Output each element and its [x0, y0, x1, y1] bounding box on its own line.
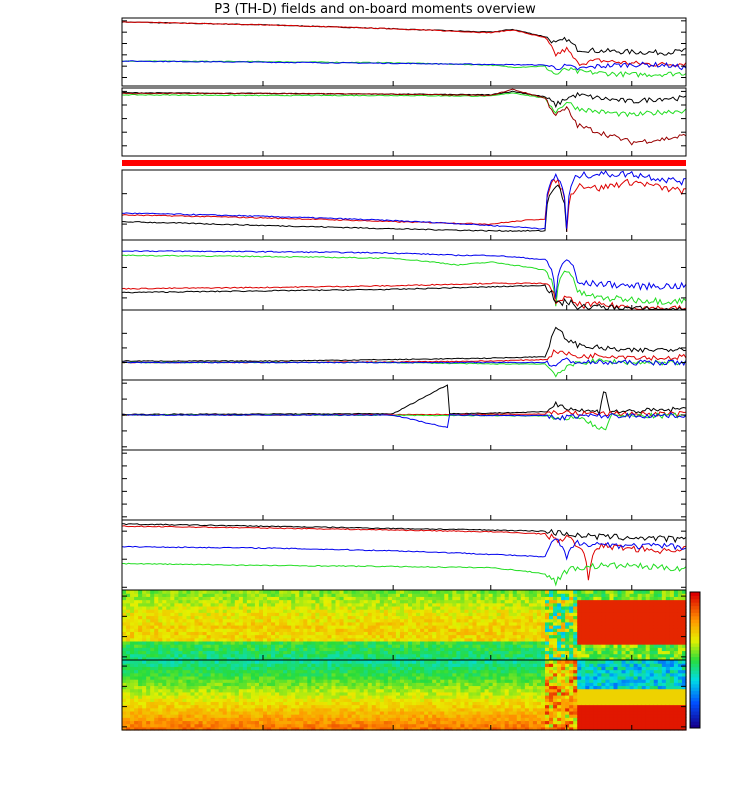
series-line-density-Ni [122, 184, 568, 232]
series-line-temperature-Te⊥ [121, 282, 687, 311]
series-line-fgs_gse-Bz [121, 21, 687, 67]
panel-pressure [121, 519, 687, 591]
panel-temperature [121, 239, 687, 311]
series-line-fgs_gsm-Bz [122, 88, 687, 146]
series-line-temperature-Ti⊥ [121, 250, 687, 299]
quality-flag-bar [122, 160, 686, 166]
series-line-density-Npot [121, 170, 687, 230]
series-line-pressure-Pi [121, 538, 687, 561]
panel-peir_eflux [121, 589, 687, 661]
colorbar-frame [689, 591, 701, 729]
series-line-density-Ne [121, 178, 687, 232]
panel-frame-fgs_gsm [121, 87, 687, 157]
spectrogram-peer_eflux [122, 660, 687, 731]
panel-density [121, 169, 687, 241]
series-line-pressure-Pb [121, 525, 687, 581]
series-line-peem_velocity-Vy [121, 412, 687, 431]
series-line-peim_velocity-Vt [121, 326, 687, 362]
panel-fgs_gsm [121, 87, 687, 157]
page-title: P3 (TH-D) fields and on-board moments ov… [214, 2, 536, 17]
series-line-fgs_gse-Bx [121, 60, 687, 71]
series-line-peem_velocity-Vt [121, 384, 687, 417]
series-line-peem_velocity-Vx [121, 411, 687, 429]
series-line-temperature-Te∥ [121, 284, 686, 311]
panel-efield [121, 449, 687, 521]
series-line-temperature-Ti∥ [121, 254, 687, 307]
panel-peem_velocity [121, 379, 687, 451]
panel-frame-temperature [121, 239, 687, 311]
panel-peim_velocity [121, 309, 687, 381]
panel-frame-efield [121, 449, 687, 521]
panel-frame-peer_eflux [121, 659, 687, 731]
panel-fgs_gse [121, 17, 687, 87]
series-line-pressure-Pe [122, 562, 687, 587]
panel-frame-peim_velocity [121, 309, 687, 381]
colorbar [689, 591, 701, 729]
spectrogram-peir_eflux [122, 590, 687, 661]
panel-peer_eflux [121, 659, 687, 731]
series-line-fgs_gsm-By [121, 92, 687, 118]
series-line-pressure-Pt [122, 523, 687, 544]
panel-frame-fgs_gse [121, 17, 687, 87]
series-line-fgs_gse-Bt [121, 21, 687, 56]
series-line-peim_velocity-Vx [121, 357, 687, 367]
